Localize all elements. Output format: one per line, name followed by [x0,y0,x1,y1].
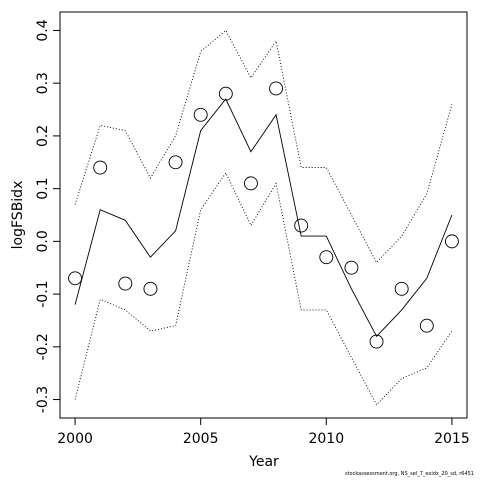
observation-point [419,318,434,333]
confidence-bound-line-3 [74,171,453,406]
observation-point [193,107,208,122]
x-axis-label: Year [248,454,279,470]
observation-point [394,281,409,296]
observation-point [218,86,233,101]
source-footnote: stockassessment.org, NS_sel_7_exidx_20_s… [344,471,474,477]
observation-point [369,334,384,349]
y-tick-label: 0.4 [35,19,51,41]
x-tick-label: 2000 [57,431,93,447]
estimate-line [74,98,453,338]
y-tick-label: -0.1 [35,280,51,307]
y-tick-label: 0.2 [35,125,51,147]
confidence-bound-line-2 [74,29,453,264]
y-tick-label: -0.3 [35,386,51,413]
observation-point [243,176,258,191]
observation-point [319,250,334,265]
y-tick-label: 0.3 [35,72,51,94]
y-tick-label: -0.2 [35,333,51,360]
observation-point [294,218,309,233]
observation-point [168,155,183,170]
observation-point [118,276,133,291]
x-tick-label: 2015 [434,431,470,447]
x-tick-label: 2010 [308,431,344,447]
y-tick-label: 0.1 [35,178,51,200]
y-tick-label: 0.0 [35,230,51,252]
y-axis-label: logFSBidx [10,181,26,250]
plot-frame [59,11,468,419]
observation-point [344,260,359,275]
observation-point [269,81,284,96]
x-tick-label: 2005 [183,431,219,447]
observation-point [93,160,108,175]
observation-point [444,234,459,249]
observation-point [68,271,83,286]
observation-point [143,281,158,296]
